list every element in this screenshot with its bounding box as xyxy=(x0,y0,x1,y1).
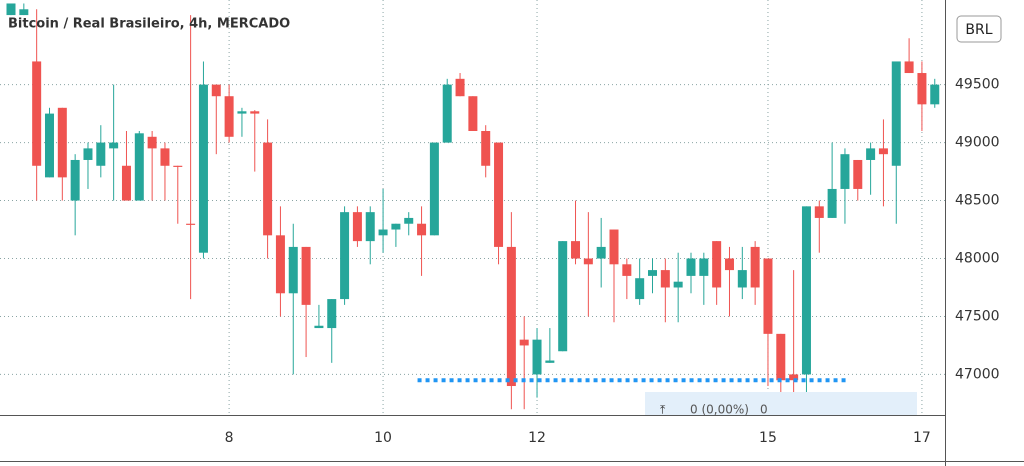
candle-body xyxy=(198,84,208,253)
candle-body xyxy=(288,246,298,294)
candle-body xyxy=(224,96,234,137)
candle-body xyxy=(429,142,439,236)
candle-body xyxy=(917,73,927,105)
candle-body xyxy=(237,111,247,114)
measure-icon: ⤒ xyxy=(660,403,666,417)
candle-body xyxy=(314,325,324,329)
candle-body xyxy=(801,206,811,375)
candle-body xyxy=(57,107,67,178)
measure-box xyxy=(645,392,917,415)
x-tick-label: 10 xyxy=(374,430,392,446)
axis-bg xyxy=(0,415,1024,466)
candle-body xyxy=(737,270,747,288)
x-tick-label: 17 xyxy=(913,430,931,446)
y-tick-label: 47000 xyxy=(955,366,1000,382)
candle-body xyxy=(519,339,529,346)
candle-body xyxy=(442,84,452,143)
overlay: ⤒ 0 (0,00%) 0 xyxy=(417,378,917,417)
y-tick-label: 49500 xyxy=(955,77,1000,93)
candle-body xyxy=(930,84,940,105)
chart-title: Bitcoin / Real Brasileiro, 4h, MERCADO xyxy=(8,17,290,32)
candle-body xyxy=(558,241,568,352)
candles xyxy=(6,3,940,421)
axes: 47000 47500 48000 48500 49000 49500 8 10 12 15 17 xyxy=(225,77,1000,446)
candle-body xyxy=(750,246,760,288)
candle-body xyxy=(134,133,144,201)
candle-body xyxy=(481,130,491,166)
candle-body xyxy=(814,206,824,218)
candle-body xyxy=(583,258,593,265)
y-tick-label: 47500 xyxy=(955,308,1000,324)
candle-body xyxy=(250,111,260,114)
y-tick-label: 48500 xyxy=(955,193,1000,209)
candle-body xyxy=(417,223,427,236)
candle-body xyxy=(494,142,504,247)
candle-body xyxy=(327,299,337,329)
currency-button[interactable] xyxy=(956,15,1002,43)
currency-label[interactable]: BRL xyxy=(965,22,992,38)
candle-body xyxy=(147,136,157,149)
candle-body xyxy=(455,78,465,97)
candle-body xyxy=(686,258,696,276)
candle-body xyxy=(789,374,799,381)
candle-body xyxy=(121,165,131,201)
candle-body xyxy=(648,270,657,276)
candle-body xyxy=(571,241,581,259)
measure-value: 0 xyxy=(760,403,768,417)
candle-body xyxy=(468,96,478,131)
candle-body xyxy=(712,241,722,288)
candle-body xyxy=(840,154,850,189)
candle-body xyxy=(596,246,606,259)
candle-body xyxy=(109,142,119,149)
candle-body xyxy=(19,9,29,16)
x-tick-label: 8 xyxy=(225,430,234,446)
measure-label: 0 (0,00%) xyxy=(690,403,749,417)
grid xyxy=(0,0,945,415)
candle-body xyxy=(391,223,401,230)
candle-body xyxy=(211,84,221,97)
candle-body xyxy=(763,258,773,334)
candle-body xyxy=(160,148,170,166)
candle-body xyxy=(699,258,709,276)
candle-body xyxy=(827,188,837,218)
candle-body xyxy=(83,148,93,160)
candle-body xyxy=(532,339,542,375)
candle-body xyxy=(6,3,16,16)
candle-body xyxy=(866,148,876,160)
candle-body xyxy=(301,246,311,305)
candle-body xyxy=(44,113,54,178)
candle-body xyxy=(853,159,863,189)
candle-body xyxy=(263,142,273,236)
candle-body xyxy=(622,264,632,276)
candle-body xyxy=(173,165,183,167)
x-tick-label: 15 xyxy=(759,430,777,446)
candle-body xyxy=(609,229,619,265)
candle-body xyxy=(878,148,888,155)
candle-body xyxy=(352,212,362,242)
candle-body xyxy=(660,270,670,288)
candle-body xyxy=(673,281,683,288)
candle-body xyxy=(776,333,786,381)
candle-body xyxy=(275,235,285,294)
candle-body xyxy=(724,258,734,271)
x-tick-label: 12 xyxy=(528,430,546,446)
candle-body xyxy=(506,246,516,387)
candle-body xyxy=(340,212,350,300)
candle-body xyxy=(32,61,42,166)
candle-body xyxy=(904,61,914,74)
y-tick-label: 49000 xyxy=(955,135,1000,151)
candle-body xyxy=(635,278,645,300)
candle-body xyxy=(378,229,388,236)
y-tick-label: 48000 xyxy=(955,251,1000,267)
candle-body xyxy=(365,212,375,242)
candle-body xyxy=(545,360,555,363)
candle-body xyxy=(891,61,901,166)
candle-body xyxy=(186,223,196,225)
candle-body xyxy=(70,159,80,201)
candle-body xyxy=(96,142,106,166)
candle-body xyxy=(404,217,414,224)
